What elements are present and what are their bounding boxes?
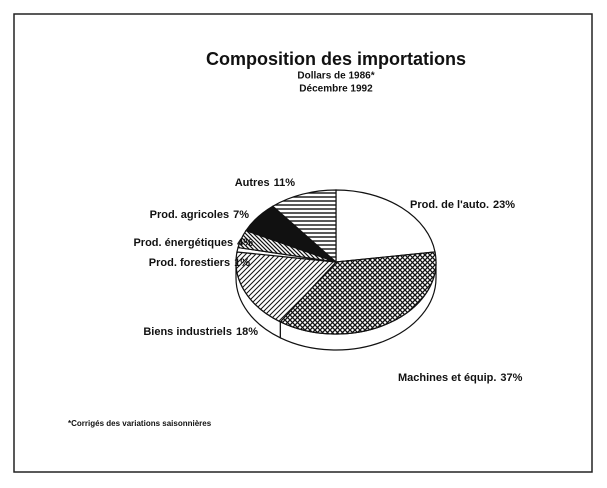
slice-value: 18% [236, 326, 258, 338]
slice-category: Autres [235, 177, 270, 189]
slice-category: Prod. de l'auto. [410, 199, 489, 211]
slice-category: Biens industriels [143, 326, 232, 338]
chart-subtitle: Décembre 1992 [299, 84, 373, 95]
slice-value: 4% [237, 237, 253, 249]
slice-category: Prod. forestiers [149, 257, 230, 269]
slice-label: Prod. agricoles 7% [150, 209, 250, 221]
pie [235, 189, 437, 351]
slice-value: 11% [274, 177, 296, 189]
slice-category: Prod. agricoles [150, 209, 229, 221]
pie-slice [271, 189, 337, 264]
footnote: *Corrigés des variations saisonnières [68, 419, 212, 428]
frame [13, 13, 593, 473]
slice-value: 23% [493, 199, 515, 211]
slice-label: Autres 11% [235, 177, 295, 189]
pie-slice [235, 251, 338, 323]
chart-subtitle: Dollars de 1986* [297, 71, 374, 82]
slice-category: Machines et équip. [398, 372, 496, 384]
slice-label: Prod. énergétiques 4% [133, 237, 253, 249]
slice-label: Prod. forestiers 1% [149, 257, 250, 269]
slice-value: 1% [234, 257, 250, 269]
slice-value: 37% [500, 372, 522, 384]
pie-slice [335, 189, 436, 263]
pie-slice [279, 251, 437, 335]
slice-value: 7% [233, 209, 249, 221]
slice-label: Prod. de l'auto. 23% [410, 199, 515, 211]
slice-label: Biens industriels 18% [143, 326, 258, 338]
slice-category: Prod. énergétiques [133, 237, 233, 249]
chart-title: Composition des importations [206, 49, 466, 69]
slice-label: Machines et équip. 37% [398, 372, 523, 384]
labels: Prod. de l'auto. 23% Machines et équip. 37%… [133, 177, 522, 384]
